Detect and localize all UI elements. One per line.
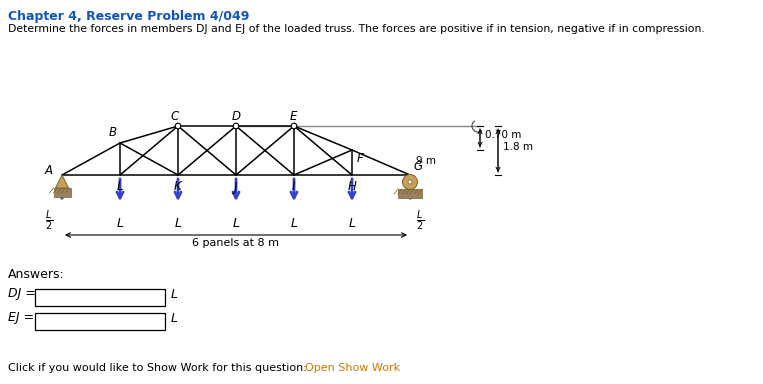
Bar — [53, 188, 70, 197]
Text: $D$: $D$ — [230, 110, 241, 123]
Text: 9 m: 9 m — [416, 156, 436, 166]
Text: $\frac{L}{2}$: $\frac{L}{2}$ — [45, 209, 53, 233]
Text: $F$: $F$ — [356, 152, 365, 165]
Polygon shape — [56, 175, 69, 188]
Bar — [35, 289, 165, 306]
Text: EJ =: EJ = — [8, 311, 34, 324]
Text: $L$: $L$ — [290, 217, 298, 230]
Text: $K$: $K$ — [172, 180, 183, 193]
Text: $L$: $L$ — [348, 217, 356, 230]
Text: $A$: $A$ — [44, 164, 54, 177]
Text: $I$: $I$ — [291, 180, 297, 193]
Text: 6 panels at 8 m: 6 panels at 8 m — [192, 238, 279, 248]
Circle shape — [291, 123, 297, 129]
Text: $H$: $H$ — [346, 180, 357, 193]
Text: $G$: $G$ — [413, 161, 423, 174]
Text: $L$: $L$ — [116, 217, 124, 230]
Circle shape — [175, 123, 181, 129]
Bar — [398, 189, 422, 198]
Text: Determine the forces in members DJ and EJ of the loaded truss. The forces are po: Determine the forces in members DJ and E… — [8, 24, 705, 34]
Text: $C$: $C$ — [170, 110, 180, 123]
Text: Click if you would like to Show Work for this question:: Click if you would like to Show Work for… — [8, 363, 307, 373]
Text: $L$: $L$ — [116, 180, 124, 193]
Text: $L$: $L$ — [232, 217, 240, 230]
Text: 0.70 m: 0.70 m — [485, 130, 521, 140]
Circle shape — [233, 123, 239, 129]
Text: $B$: $B$ — [108, 126, 118, 139]
Text: Answers:: Answers: — [8, 268, 65, 281]
Bar — [35, 313, 165, 330]
Circle shape — [408, 180, 412, 184]
Text: Chapter 4, Reserve Problem 4/049: Chapter 4, Reserve Problem 4/049 — [8, 10, 250, 23]
Text: $L$: $L$ — [170, 311, 179, 324]
Text: $L$: $L$ — [170, 288, 179, 301]
Text: Open Show Work: Open Show Work — [305, 363, 400, 373]
Text: $J$: $J$ — [233, 180, 240, 196]
Circle shape — [403, 174, 417, 189]
Text: 1.8 m: 1.8 m — [503, 142, 533, 152]
Text: $\frac{L}{2}$: $\frac{L}{2}$ — [416, 209, 424, 233]
Text: $L$: $L$ — [174, 217, 182, 230]
Text: DJ =: DJ = — [8, 288, 36, 301]
Text: $E$: $E$ — [289, 110, 298, 123]
